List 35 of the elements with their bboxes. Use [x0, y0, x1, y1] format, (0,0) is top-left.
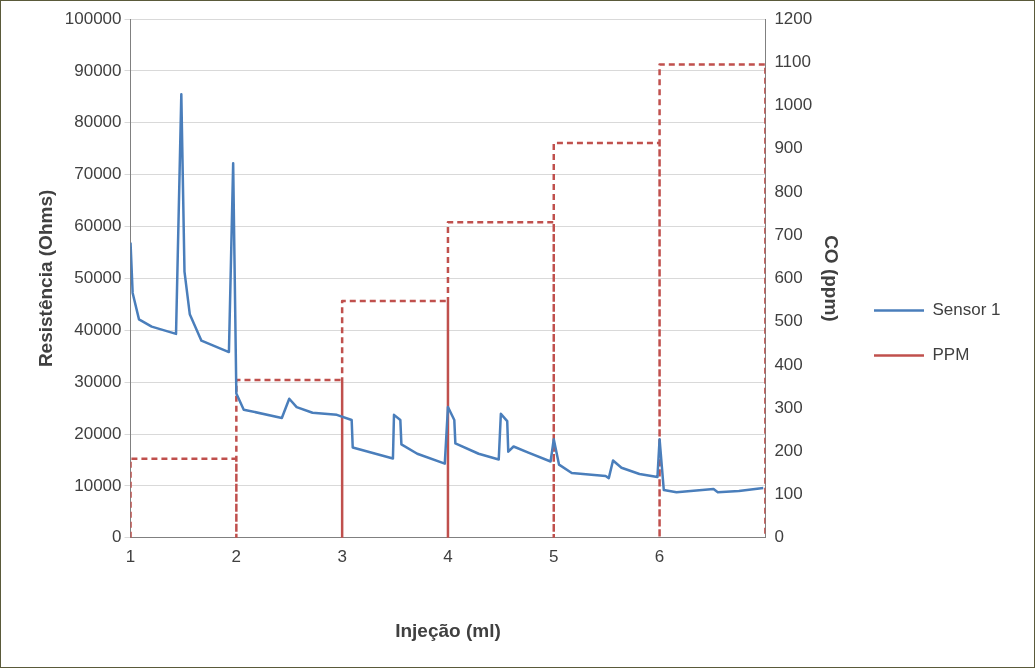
y2-tick-label: 1200: [774, 8, 813, 28]
y2-axis-title: CO (ppm): [821, 235, 843, 322]
y-tick-label: 70000: [74, 164, 122, 184]
y-tick-label: 80000: [74, 112, 122, 132]
y2-tick-label: 500: [774, 311, 803, 331]
x-axis-title: Injeção (ml): [395, 619, 501, 641]
y-tick-label: 20000: [74, 423, 122, 443]
y2-tick-label: 1100: [774, 51, 811, 71]
y-tick-label: 40000: [74, 319, 122, 339]
y2-tick-label: 700: [774, 224, 803, 244]
x-tick-label: 3: [337, 546, 347, 566]
y-axis-title: Resistência (Ohms): [34, 189, 56, 368]
x-tick-label: 2: [231, 546, 242, 566]
y2-tick-label: 800: [774, 181, 803, 201]
x-tick-label: 6: [654, 546, 665, 566]
y2-tick-label: 300: [774, 397, 803, 417]
y-tick-label: 30000: [74, 371, 122, 391]
legend-label: PPM: [932, 345, 970, 365]
y-tick-label: 90000: [74, 60, 122, 80]
y-tick-label: 0: [112, 527, 122, 547]
legend-label: Sensor 1: [932, 300, 1001, 320]
y2-tick-label: 0: [774, 527, 784, 547]
y2-tick-label: 600: [774, 268, 803, 288]
x-tick-label: 4: [443, 546, 453, 566]
y-tick-label: 60000: [74, 216, 122, 236]
y-tick-label: 50000: [74, 268, 122, 288]
y2-tick-label: 200: [774, 441, 803, 461]
y-tick-label: 100000: [64, 8, 122, 28]
x-tick-label: 1: [125, 546, 136, 566]
y2-tick-label: 1000: [774, 95, 813, 115]
y2-tick-label: 400: [774, 354, 803, 374]
y2-tick-label: 900: [774, 138, 803, 158]
y-tick-label: 10000: [74, 475, 122, 495]
y2-tick-label: 100: [774, 484, 803, 504]
x-tick-label: 5: [549, 546, 559, 566]
